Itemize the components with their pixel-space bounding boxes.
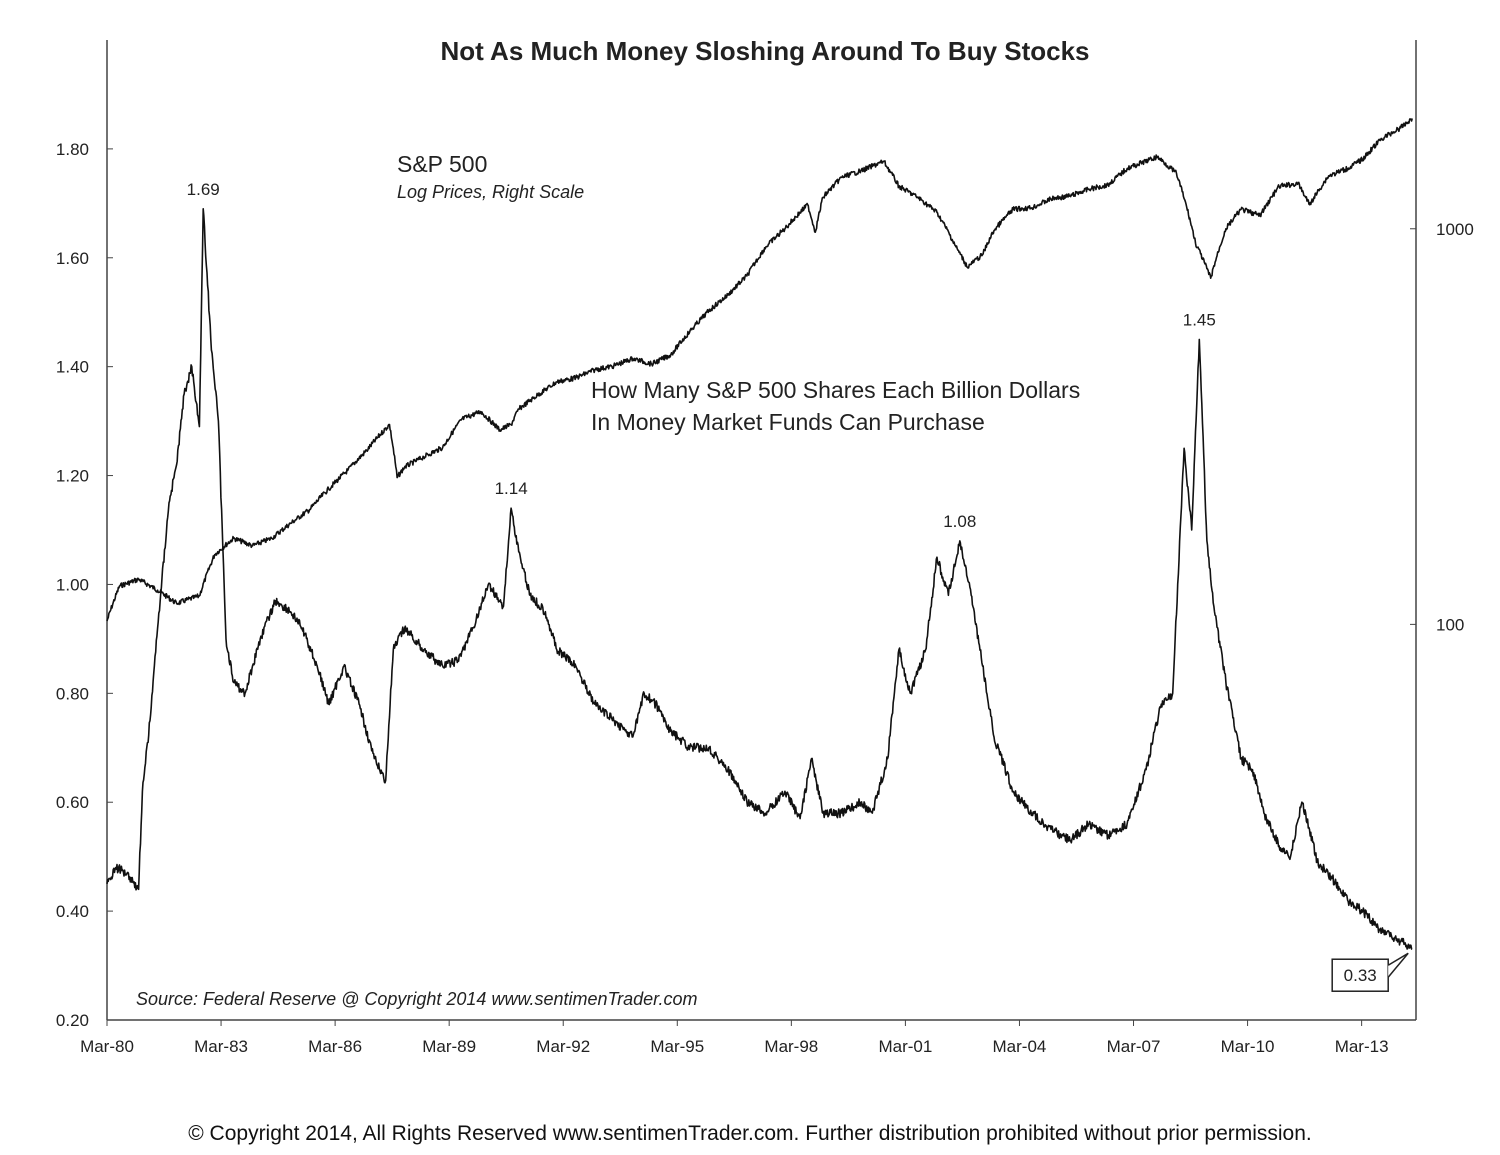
- chart-title: Not As Much Money Sloshing Around To Buy…: [440, 36, 1089, 66]
- peak-label: 1.45: [1183, 310, 1216, 329]
- x-tick-label: Mar-98: [764, 1037, 818, 1056]
- y-left-tick-label: 0.60: [56, 793, 89, 812]
- y-left-tick-label: 1.20: [56, 467, 89, 486]
- y-left-tick-label: 0.40: [56, 902, 89, 921]
- series-labels: S&P 500 Log Prices, Right Scale How Many S…: [397, 151, 1080, 435]
- copyright-footer: © Copyright 2014, All Rights Reserved ww…: [188, 1122, 1312, 1145]
- x-tick-label: Mar-86: [308, 1037, 362, 1056]
- source-note: Source: Federal Reserve @ Copyright 2014…: [136, 989, 698, 1009]
- y-left-tick-label: 1.80: [56, 140, 89, 159]
- shares-series-label-line1: How Many S&P 500 Shares Each Billion Dol…: [591, 377, 1080, 403]
- y-right-tick-label: 1000: [1436, 220, 1474, 239]
- peak-label: 1.69: [187, 180, 220, 199]
- sp500-label: S&P 500: [397, 151, 487, 177]
- y-left-tick-label: 0.20: [56, 1011, 89, 1030]
- series-layer: [106, 118, 1413, 950]
- x-tick-label: Mar-95: [650, 1037, 704, 1056]
- shares-per-billion-line: [106, 208, 1413, 950]
- axis-ticks: 0.20 0.40 0.60 0.80 1.00 1.20 1.40 1.60 1.80 100 1…: [56, 140, 1474, 1056]
- sp500-line: [106, 118, 1413, 622]
- peak-label: 1.14: [495, 479, 528, 498]
- chart: Not As Much Money Sloshing Around To Buy…: [56, 36, 1474, 1056]
- x-tick-label: Mar-80: [80, 1037, 134, 1056]
- x-tick-label: Mar-83: [194, 1037, 248, 1056]
- y-left-tick-label: 1.60: [56, 249, 89, 268]
- x-tick-label: Mar-04: [993, 1037, 1047, 1056]
- last-value-pointer: [1387, 952, 1409, 978]
- last-value-label: 0.33: [1344, 966, 1377, 985]
- peak-annotations: 1.69 1.14 1.08 1.45 0.33: [187, 180, 1409, 992]
- x-tick-label: Mar-07: [1107, 1037, 1161, 1056]
- shares-series-label-line2: In Money Market Funds Can Purchase: [591, 409, 985, 435]
- sp500-sublabel: Log Prices, Right Scale: [397, 182, 584, 202]
- last-value-box: [1331, 958, 1389, 992]
- x-tick-label: Mar-89: [422, 1037, 476, 1056]
- x-tick-label: Mar-13: [1335, 1037, 1389, 1056]
- peak-label: 1.08: [943, 512, 976, 531]
- y-left-tick-label: 0.80: [56, 684, 89, 703]
- y-left-tick-label: 1.00: [56, 575, 89, 594]
- y-left-tick-label: 1.40: [56, 358, 89, 377]
- plot-frame: [106, 40, 1417, 1021]
- x-tick-label: Mar-01: [878, 1037, 932, 1056]
- y-right-tick-label: 100: [1436, 615, 1464, 634]
- x-tick-label: Mar-10: [1221, 1037, 1275, 1056]
- x-tick-label: Mar-92: [536, 1037, 590, 1056]
